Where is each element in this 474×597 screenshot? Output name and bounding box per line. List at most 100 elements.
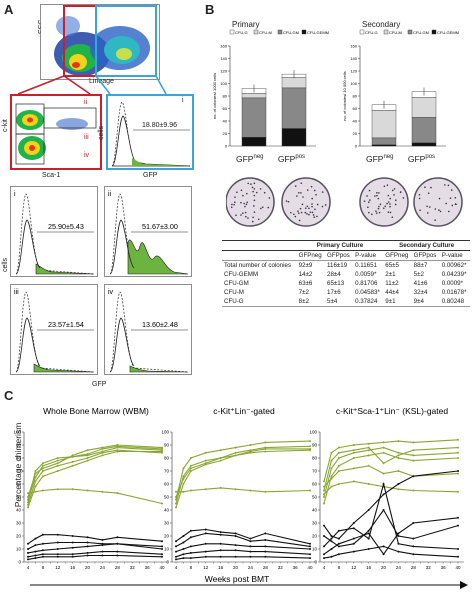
c-series-point (56, 548, 59, 550)
c-series-point (249, 444, 252, 446)
table-body: Total number of colonies 92±9 116±19 0.1165… (222, 261, 470, 307)
colony-dot (294, 215, 297, 218)
secondary-ytick-label: 60 (353, 106, 358, 111)
c-series-point (457, 490, 459, 493)
c-series-point (412, 545, 415, 548)
legend-label: CFU-M (389, 30, 402, 35)
table-cell: 17±6 (327, 289, 341, 296)
c-series-point (323, 480, 325, 483)
table-row: CFU-M 7±2 17±6 0.04583* 44±4 32±4 0.01678* (222, 288, 470, 297)
colony-dot (389, 203, 391, 205)
colony-dot (293, 213, 295, 216)
c-series-point (175, 490, 177, 493)
c-series-line (175, 549, 311, 558)
secondary-ytick-label: 100 (350, 81, 357, 86)
c-series-point (330, 477, 333, 480)
c-series-point (71, 546, 74, 549)
secondary-ylabel: no. of colonies/ 10 000 cells (342, 71, 347, 120)
c-series-point (309, 445, 311, 448)
c-series-point (71, 464, 74, 467)
colony-dot (304, 207, 307, 209)
colony-dot (245, 203, 248, 206)
c-ytick-label: 30 (312, 521, 318, 526)
c-series-point (27, 506, 29, 509)
colony-dot (386, 202, 388, 205)
c-series-point (309, 557, 311, 560)
colony-dot (297, 210, 299, 212)
colony-dot (383, 185, 386, 188)
colony-dot (367, 206, 369, 209)
c-series-point (41, 549, 44, 552)
colony-dot (438, 209, 440, 211)
c-series-point (175, 550, 177, 553)
c-series-point (27, 548, 29, 550)
gfp-xlabel: GFP (143, 172, 158, 179)
gfp-hist-ii: ii 51.67±3.00 (104, 186, 192, 283)
hist-control-curve (109, 291, 189, 373)
c-series-point (234, 488, 237, 491)
c-series-point (323, 545, 325, 548)
table-row-label: CFU-GM (224, 280, 249, 287)
c-series-point (397, 457, 400, 459)
c-series-point (101, 544, 104, 547)
colony-dot (231, 203, 233, 206)
colony-dot (376, 194, 378, 197)
table-cell: 116±19 (327, 262, 348, 269)
colony-dot (368, 189, 371, 192)
colony-dot (247, 217, 249, 219)
panel-c-label: C (4, 388, 14, 403)
c-series-point (204, 459, 207, 462)
c-series-point (352, 522, 355, 524)
colony-dot (387, 201, 390, 203)
c-series-point (189, 536, 192, 539)
hist-gfp-fill (35, 263, 95, 275)
c-ytick-label: 100 (161, 430, 169, 435)
colony-dot (389, 211, 392, 214)
c-series-point (41, 553, 44, 556)
legend-label: CFU-M (259, 30, 272, 35)
c-series-point (41, 464, 44, 467)
c-series-point (175, 545, 177, 548)
c-series-line (175, 556, 311, 560)
c-ytick-label: 20 (164, 534, 170, 539)
secondary-legend: CFU-G CFU-M CFU-GM CFU-GEMM (359, 30, 459, 35)
c-ytick-label: 70 (164, 469, 170, 474)
c-xtick-label: 16 (218, 565, 224, 570)
colony-dot (315, 193, 317, 196)
secondary-ytick-label: 160 (350, 44, 357, 49)
c-series-point (71, 555, 74, 558)
c-series-point (56, 555, 59, 558)
colony-dot (252, 190, 254, 193)
c-ytick-label: 20 (16, 534, 22, 539)
c-series-point (41, 542, 44, 545)
colony-dot (246, 201, 248, 204)
c-xtick-label: 20 (233, 565, 239, 570)
c-series-point (189, 457, 192, 459)
hist-control-curve (109, 193, 189, 275)
c-series-point (116, 550, 119, 553)
primary-bar-cfu-gemm-gfpneg (241, 137, 267, 147)
colony-dot (368, 211, 370, 214)
c-series-point (457, 555, 459, 558)
table-cell: 0.01678* (441, 289, 467, 296)
c-series-point (249, 540, 252, 543)
hist-gfp-fill (33, 363, 95, 373)
c-series-point (101, 554, 104, 557)
hist-index-label: iv (108, 289, 114, 296)
colony-dot (314, 208, 316, 211)
c-series-point (309, 545, 311, 548)
c-series-point (41, 489, 44, 492)
table-cell: 11±2 (385, 280, 399, 287)
colony-dot (244, 205, 246, 208)
c-ytick-label: 100 (309, 430, 317, 435)
colony-dot (240, 214, 242, 216)
c-series-point (352, 542, 355, 545)
colony-dot (253, 205, 255, 207)
colony-dot (240, 201, 242, 204)
table-subhead: P-value (353, 250, 384, 261)
c-series-point (249, 550, 252, 553)
c-xtick-label: 8 (42, 565, 45, 570)
colony-dot (234, 196, 236, 198)
colony-dot (251, 220, 254, 223)
c-series-point (412, 449, 415, 452)
